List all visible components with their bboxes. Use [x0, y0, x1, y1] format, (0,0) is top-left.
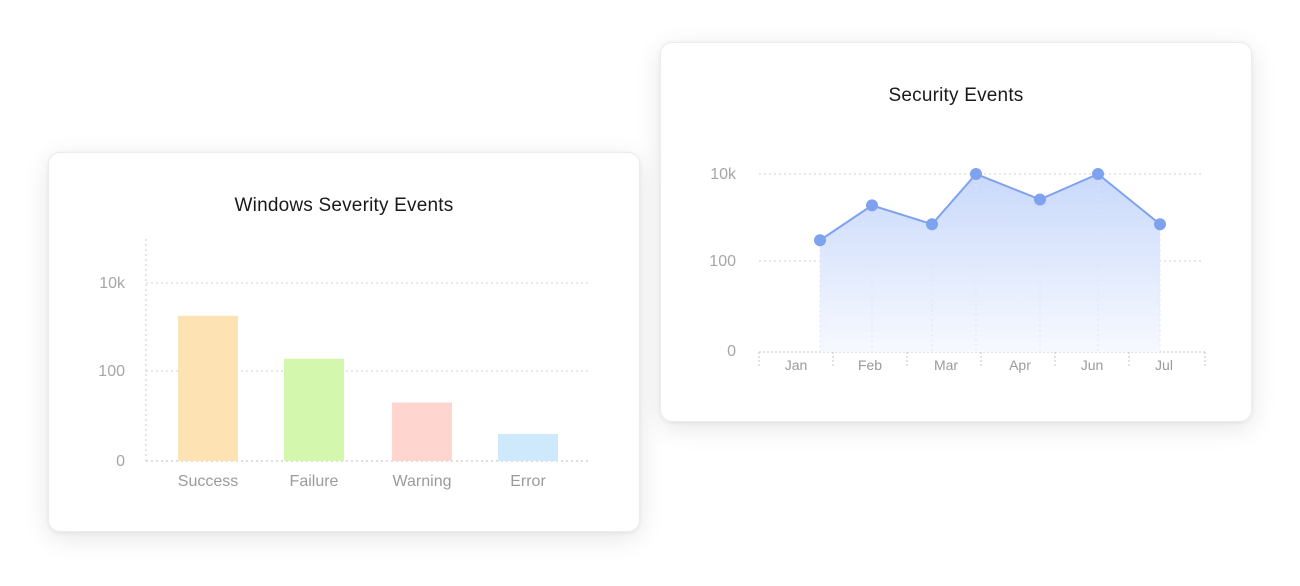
x-tick-label: Failure: [290, 473, 339, 490]
windows-severity-card: Windows Severity Events 0 100 10k Success Fa…: [48, 152, 640, 532]
y-tick-label: 0: [116, 453, 125, 470]
data-point-may: [1034, 193, 1046, 206]
windows-severity-chart: 0 100 10k Success Failure Warning Error: [98, 239, 589, 490]
bar-warning: [392, 402, 452, 461]
data-point-feb: [866, 199, 878, 212]
data-point-jul: [1154, 218, 1166, 231]
x-tick-label: Success: [178, 473, 238, 490]
y-tick-label: 100: [98, 363, 125, 380]
data-point-apr: [970, 168, 982, 180]
x-tick-label: Error: [510, 473, 546, 490]
data-point-jun: [1092, 168, 1104, 180]
y-tick-label: 10k: [710, 166, 737, 183]
y-tick-label: 10k: [99, 275, 126, 292]
x-tick-label: Mar: [934, 357, 958, 373]
data-point-mar: [926, 218, 938, 231]
data-point-jan: [814, 234, 826, 247]
chart-title: Security Events: [888, 85, 1024, 106]
bar-error: [498, 433, 558, 461]
y-tick-label: 100: [709, 253, 736, 270]
bar-success: [178, 315, 238, 461]
security-events-chart: 0 100 10k Jan Feb Mar Apr Jun Jul: [709, 166, 1206, 373]
y-tick-label: 0: [727, 343, 736, 360]
area-fill: [820, 174, 1160, 352]
chart-title: Windows Severity Events: [234, 195, 454, 216]
x-tick-label: Feb: [858, 357, 882, 373]
x-tick-label: Jun: [1081, 357, 1104, 373]
bar-failure: [284, 358, 344, 461]
x-tick-label: Apr: [1009, 357, 1031, 373]
x-tick-label: Jul: [1155, 357, 1173, 373]
security-events-card: Security Events 0 100 10k Jan Feb Mar Apr Jun Ju…: [660, 42, 1252, 422]
x-tick-label: Warning: [393, 473, 452, 490]
x-tick-label: Jan: [785, 357, 808, 373]
